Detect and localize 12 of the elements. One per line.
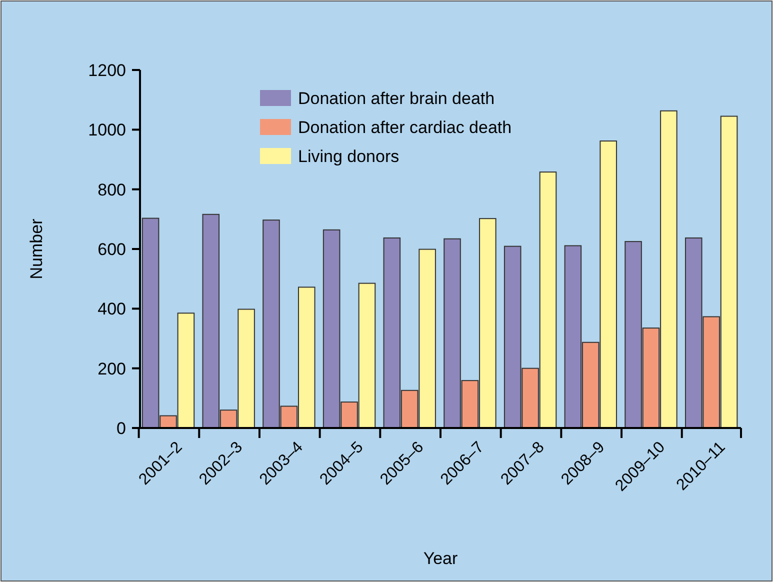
y-tick-label: 200	[98, 359, 126, 378]
legend-label: Donation after brain death	[298, 88, 495, 108]
legend-label: Donation after cardiac death	[298, 118, 512, 137]
x-axis-title: Year	[423, 549, 458, 568]
y-tick-label: 400	[98, 300, 126, 319]
y-tick-label: 1200	[88, 60, 126, 80]
y-tick-label: 600	[98, 240, 126, 259]
legend-label: Living donors	[298, 146, 400, 166]
y-tick-label: 800	[98, 180, 126, 200]
y-tick-label: 1000	[88, 120, 126, 140]
y-tick-label: 0	[116, 418, 126, 438]
y-axis-title: Number	[27, 218, 46, 280]
